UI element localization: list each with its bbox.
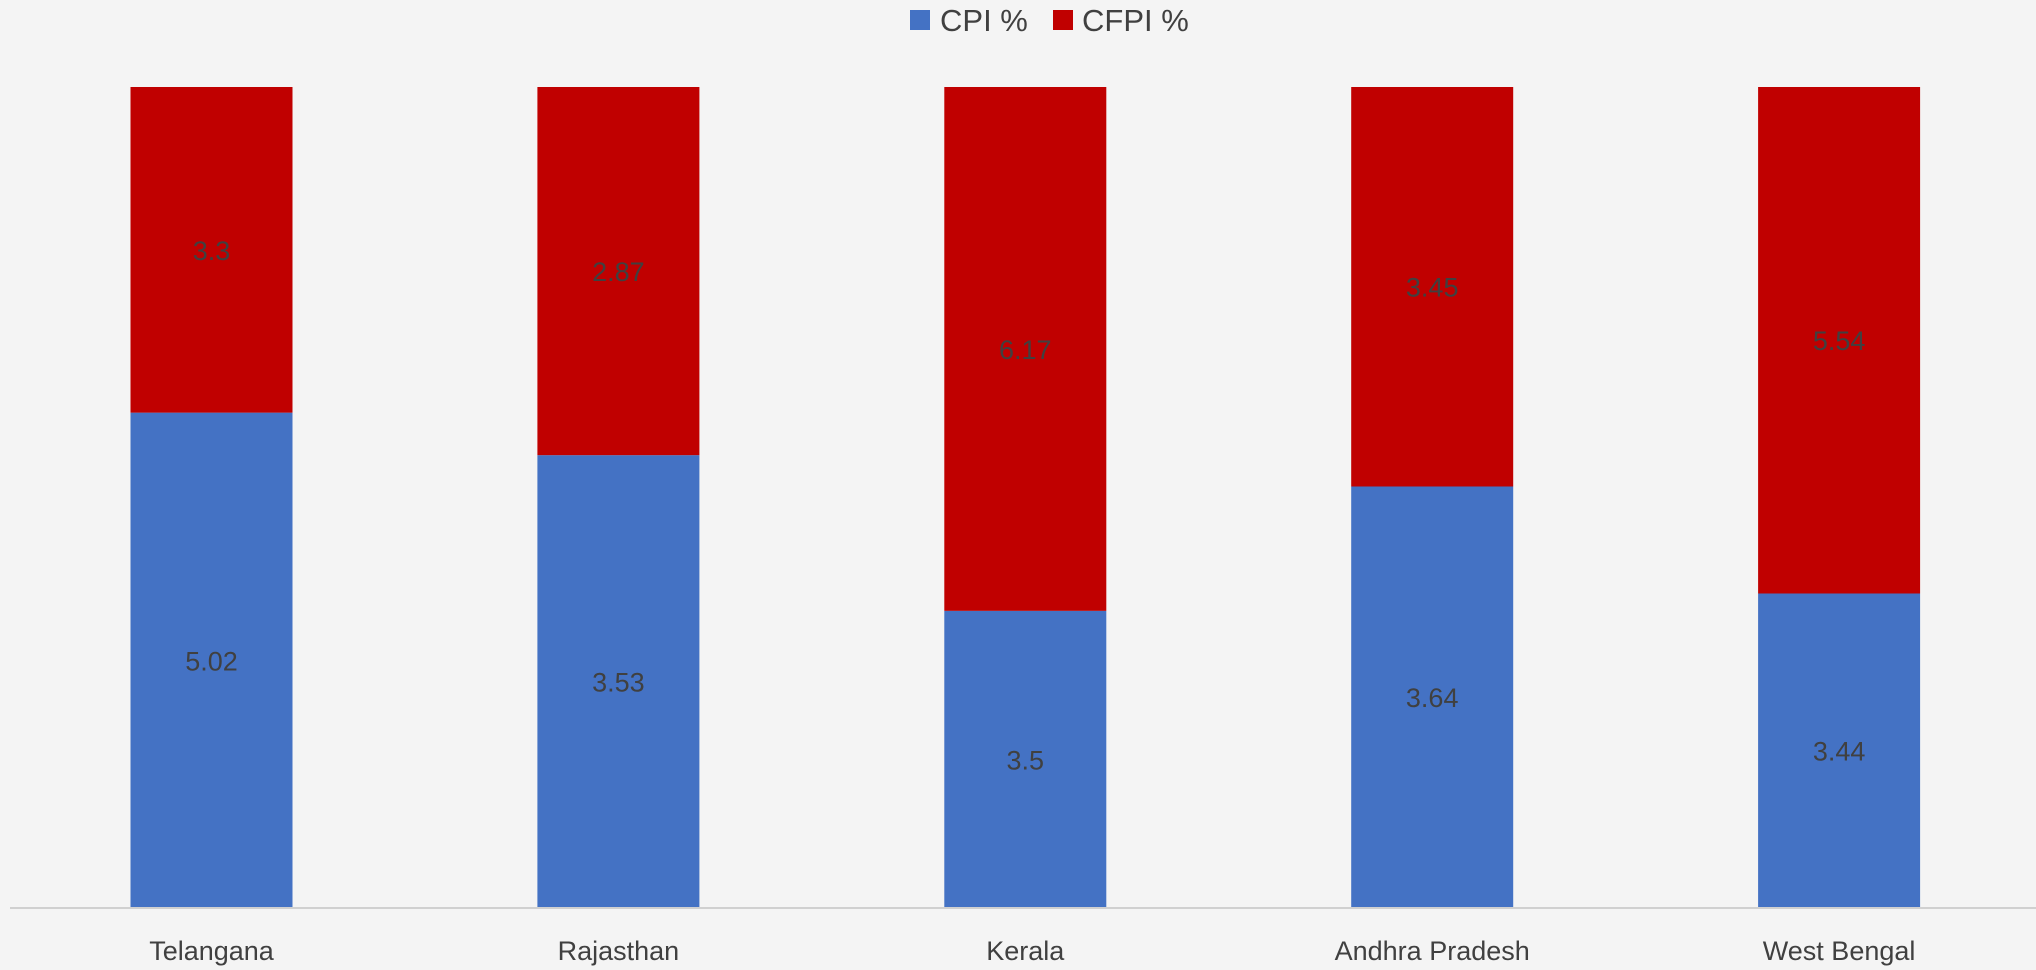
data-label-cfpi-andhra-pradesh: 3.45 bbox=[1406, 273, 1459, 303]
bar-cfpi-rajasthan bbox=[537, 87, 700, 456]
x-tick-label-kerala: Kerala bbox=[986, 936, 1065, 966]
bar-cpi-andhra-pradesh bbox=[1351, 486, 1514, 908]
bar-cfpi-telangana bbox=[130, 87, 293, 413]
x-tick-label-west-bengal: West Bengal bbox=[1763, 936, 1916, 966]
bar-cpi-kerala bbox=[944, 610, 1107, 908]
legend-label-cpi: CPI % bbox=[940, 3, 1028, 38]
data-label-cpi-rajasthan: 3.53 bbox=[592, 668, 645, 698]
bar-cpi-west-bengal bbox=[1758, 593, 1921, 908]
data-label-cfpi-kerala: 6.17 bbox=[999, 335, 1052, 365]
bar-cfpi-andhra-pradesh bbox=[1351, 87, 1514, 487]
data-label-cpi-telangana: 5.02 bbox=[185, 646, 238, 676]
data-label-cfpi-telangana: 3.3 bbox=[193, 236, 231, 266]
x-tick-label-andhra-pradesh: Andhra Pradesh bbox=[1335, 936, 1530, 966]
data-label-cpi-andhra-pradesh: 3.64 bbox=[1406, 683, 1459, 713]
legend-swatch-cfpi bbox=[1053, 10, 1073, 30]
x-tick-label-telangana: Telangana bbox=[149, 936, 275, 966]
x-axis-labels: Telangana Rajasthan Kerala Andhra Pradesh We… bbox=[149, 936, 1915, 966]
data-label-cfpi-rajasthan: 2.87 bbox=[592, 257, 645, 287]
bar-cpi-rajasthan bbox=[537, 455, 700, 908]
data-label-cfpi-west-bengal: 5.54 bbox=[1813, 326, 1866, 356]
x-tick-label-rajasthan: Rajasthan bbox=[558, 936, 680, 966]
legend: CPI % CFPI % bbox=[910, 3, 1189, 38]
data-label-cpi-kerala: 3.5 bbox=[1007, 745, 1045, 775]
data-label-cpi-west-bengal: 3.44 bbox=[1813, 737, 1866, 767]
bar-cfpi-kerala bbox=[944, 87, 1107, 611]
legend-label-cfpi: CFPI % bbox=[1082, 3, 1189, 38]
plot-area: 5.02 3.3 3.53 2.87 3.5 6.17 3.64 3.45 3.44 5.54 bbox=[130, 87, 1921, 908]
legend-swatch-cpi bbox=[910, 10, 930, 30]
bar-cpi-telangana bbox=[130, 412, 293, 908]
bar-cfpi-west-bengal bbox=[1758, 87, 1921, 594]
